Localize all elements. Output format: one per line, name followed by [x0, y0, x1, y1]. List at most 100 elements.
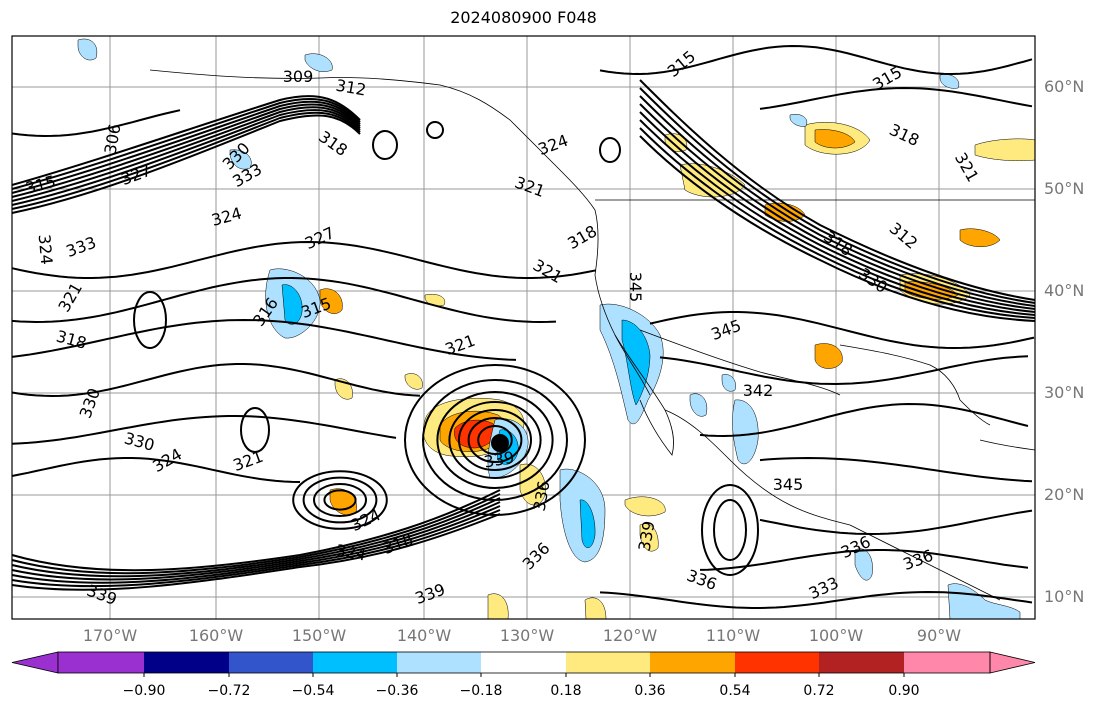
- shaded-region: [304, 53, 333, 72]
- coastline: [149, 69, 1036, 601]
- contour-ring: [448, 401, 542, 479]
- theta-e-contours: [11, 44, 1036, 609]
- contour-line: [599, 590, 1033, 609]
- contour-line: [11, 240, 597, 279]
- lon-label: 100°W: [808, 626, 864, 645]
- colorbar-segment: [650, 652, 735, 673]
- page-title: 2024080900 F048: [450, 8, 597, 27]
- lon-label: 110°W: [705, 626, 761, 645]
- contour-line: [699, 402, 1029, 438]
- contour-line: [11, 100, 361, 194]
- contour-ring: [302, 476, 378, 524]
- contour-line: [11, 497, 501, 578]
- contour-line: [759, 509, 1033, 536]
- coastline-segment: [614, 334, 674, 456]
- contour-ring: [436, 391, 554, 489]
- colorbar-segment: [819, 652, 904, 673]
- colorbar-extend-max: [989, 651, 1036, 674]
- colorbar-tick-label: 0.54: [719, 683, 751, 699]
- shaded-region: [814, 343, 843, 369]
- lon-label: 120°W: [602, 626, 658, 645]
- lon-label: 130°W: [499, 626, 555, 645]
- map-frame: [11, 35, 1036, 620]
- contour-line: [11, 489, 501, 572]
- colorbar-tick-label: 0.90: [888, 683, 920, 699]
- coastline-segment: [849, 524, 1001, 601]
- contour-ring: [313, 483, 367, 517]
- shaded-region: [579, 499, 596, 548]
- contour-line: [639, 135, 1036, 322]
- contour-line: [11, 415, 397, 445]
- contour-line: [11, 103, 361, 198]
- contour-label: 309: [283, 67, 314, 86]
- contour-ring: [426, 121, 444, 139]
- lon-label: 90°W: [916, 626, 962, 645]
- lat-label: 10°N: [1044, 587, 1085, 606]
- coastline-segment: [839, 344, 961, 401]
- shaded-region: [77, 38, 98, 61]
- shaded-region: [789, 114, 808, 127]
- colorbar-segment: [397, 652, 481, 673]
- coastline-segment: [594, 209, 651, 396]
- contour-line: [699, 549, 1029, 571]
- colorbar-tick-label: 0.72: [803, 683, 835, 699]
- contour-line: [11, 277, 557, 324]
- contour-line: [11, 509, 501, 588]
- contour-label: 324: [35, 233, 57, 265]
- contour-line: [11, 501, 501, 581]
- colorbar-segment: [566, 652, 650, 673]
- contour-line: [11, 493, 501, 575]
- contour-label: 345: [626, 272, 645, 303]
- contour-label: 342: [743, 381, 774, 400]
- contour-line: [11, 505, 501, 584]
- contour-line: [759, 456, 1033, 483]
- colorbar-segment: [229, 652, 313, 673]
- lon-label: 140°W: [396, 626, 452, 645]
- contour-line: [659, 355, 1029, 386]
- colorbar-segment: [313, 652, 397, 673]
- colorbar-outline: [57, 651, 991, 674]
- shaded-region: [624, 496, 666, 517]
- contour-line: [639, 119, 1036, 316]
- contour-ring: [701, 484, 759, 576]
- contour-ring: [404, 364, 586, 516]
- contour-line: [639, 87, 1036, 304]
- colorbar-tick-label: −0.54: [291, 683, 335, 699]
- colorbar-tick-label: 0.36: [634, 683, 666, 699]
- colorbar-tick-label: −0.72: [207, 683, 251, 699]
- colorbar-segment: [735, 652, 819, 673]
- contour-ring: [467, 417, 523, 463]
- colorbar-segment: [58, 652, 144, 673]
- colorbar-tick-label: −0.18: [459, 683, 503, 699]
- contour-line: [639, 103, 1036, 310]
- contour-ring: [240, 407, 270, 453]
- coastline-segment: [149, 69, 596, 211]
- colorbar-segment: [904, 652, 990, 673]
- lat-label: 60°N: [1044, 77, 1085, 96]
- coastline-segment: [959, 399, 1036, 451]
- contour-line: [599, 44, 1033, 76]
- contour-line: [759, 86, 1033, 110]
- shaded-region: [424, 294, 446, 307]
- contour-line: [11, 109, 361, 206]
- shaded-region: [639, 523, 659, 552]
- shaded-region: [939, 74, 960, 89]
- colorbar-tick-label: −0.90: [122, 683, 166, 699]
- lon-label: 170°W: [82, 626, 138, 645]
- shaded-region: [947, 583, 1021, 620]
- contour-line: [639, 127, 1036, 319]
- contour-ring: [323, 489, 357, 511]
- colorbar-tick-label: −0.36: [375, 683, 419, 699]
- shaded-region: [404, 373, 423, 390]
- contour-ring: [458, 409, 532, 471]
- contour-line: [649, 311, 1035, 350]
- lat-label: 30°N: [1044, 383, 1085, 402]
- cyclone-center-marker: [491, 434, 509, 452]
- contour-line: [11, 106, 361, 202]
- lon-label: 160°W: [188, 626, 244, 645]
- contour-line: [639, 79, 1036, 301]
- contour-ring: [422, 379, 568, 501]
- contour-ring: [713, 499, 747, 561]
- contour-line: [11, 457, 301, 483]
